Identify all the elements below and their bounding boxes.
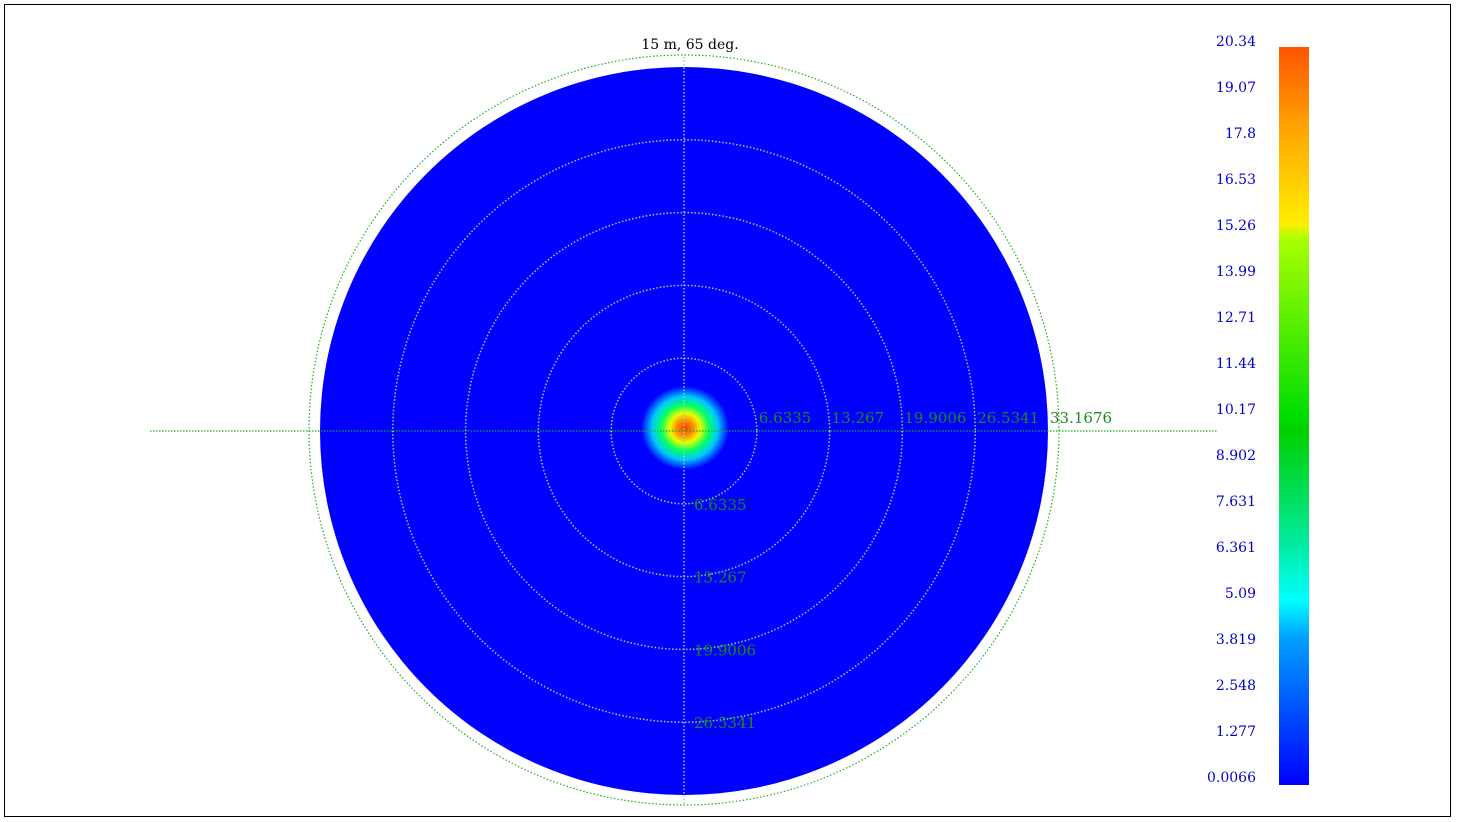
colorbar-tick-label: 7.631 — [1215, 494, 1256, 510]
ring-label-vertical: 26.5341 — [694, 714, 756, 732]
range-ring — [537, 284, 831, 578]
colorbar-tick-label: 16.53 — [1215, 172, 1256, 188]
colorbar-tick-label: 10.17 — [1215, 402, 1256, 418]
range-ring — [392, 139, 976, 723]
colorbar — [1279, 47, 1309, 785]
colorbar-tick-label: 3.819 — [1215, 632, 1256, 648]
ring-label-horizontal: 13.267 — [832, 409, 885, 427]
range-ring — [464, 211, 904, 651]
colorbar-tick-label: 12.71 — [1215, 310, 1256, 326]
range-ring — [610, 357, 758, 505]
ring-label-vertical: 6.6335 — [694, 496, 747, 514]
peak-spot — [641, 386, 729, 470]
colorbar-gradient — [1279, 47, 1309, 785]
colorbar-tick-label: 15.26 — [1215, 218, 1256, 234]
chart-frame: 15 m, 65 deg. 6.6335 6.6335 13.267 13.267 19… — [4, 4, 1451, 817]
colorbar-tick-label: 0.0066 — [1207, 770, 1256, 786]
ring-label-vertical: 13.267 — [694, 569, 747, 587]
colorbar-tick-label: 17.8 — [1224, 126, 1256, 142]
colorbar-tick-label: 19.07 — [1215, 80, 1256, 96]
colorbar-tick-label: 11.44 — [1215, 356, 1256, 372]
ring-label-horizontal: 19.9006 — [904, 409, 966, 427]
ring-label-horizontal: 26.5341 — [977, 409, 1039, 427]
colorbar-tick-label: 8.902 — [1215, 448, 1256, 464]
ring-label-vertical: 19.9006 — [694, 641, 756, 659]
colorbar-tick-label: 6.361 — [1215, 540, 1256, 556]
ring-label-horizontal: 33.1676 — [1050, 409, 1112, 427]
colorbar-tick-label: 2.548 — [1215, 678, 1256, 694]
polar-plot: 6.6335 6.6335 13.267 13.267 19.9006 19.9006 26… — [150, 54, 1217, 806]
colorbar-tick-label: 13.99 — [1215, 264, 1256, 280]
outer-ring — [308, 54, 1060, 806]
colorbar-tick-label: 20.34 — [1215, 34, 1256, 50]
colorbar-tick-label: 5.09 — [1224, 586, 1256, 602]
chart-title: 15 m, 65 deg. — [641, 37, 739, 53]
ring-label-horizontal: 6.6335 — [759, 409, 812, 427]
colorbar-tick-label: 1.277 — [1215, 724, 1256, 740]
